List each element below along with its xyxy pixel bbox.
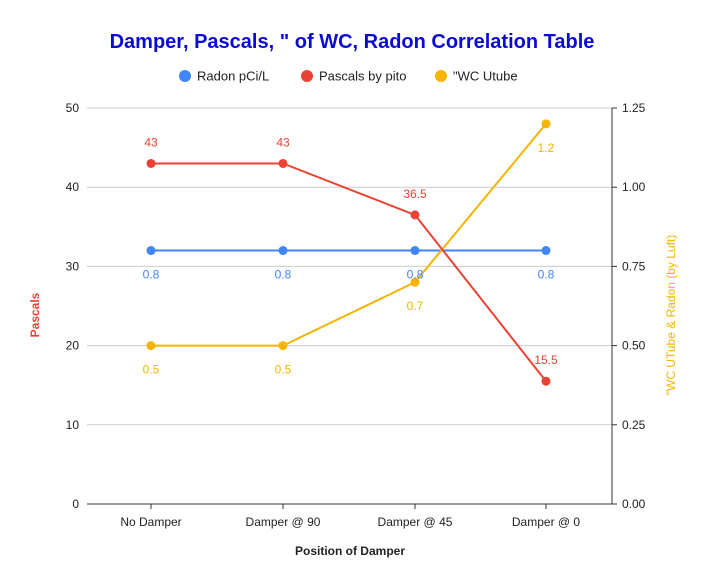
y-right-tick-label: 0.75 (622, 259, 646, 273)
data-point (410, 210, 420, 220)
x-tick-label: Damper @ 45 (378, 515, 453, 529)
legend-item: Radon pCi/L (179, 69, 269, 84)
axes: 0 0.00 10 0.25 20 0.50 30 0.75 40 1.00 50 1.25 No Da… (66, 101, 646, 529)
legend-label: Pascals by pito (319, 69, 406, 84)
x-tick-label: Damper @ 0 (512, 515, 581, 529)
y-right-tick-label: 0.25 (622, 418, 646, 432)
legend-marker (179, 70, 191, 82)
data-label: 0.7 (407, 299, 424, 313)
data-point (278, 341, 288, 351)
legend-item: "WC Utube (435, 69, 518, 84)
y-right-tick-label: 0.00 (622, 497, 646, 511)
x-tick-label: No Damper (120, 515, 181, 529)
data-label: 0.8 (407, 268, 424, 282)
data-point (146, 246, 156, 256)
data-label: 0.8 (275, 268, 292, 282)
y-left-tick-label: 40 (66, 180, 80, 194)
series-layer (146, 119, 551, 386)
y-axis-right-title: "WC UTube & Radon (by Luft) (664, 235, 678, 396)
y-left-tick-label: 50 (66, 101, 80, 115)
legend-item: Pascals by pito (301, 69, 406, 84)
data-point (278, 158, 288, 168)
y-left-tick-label: 10 (66, 418, 80, 432)
y-right-tick-label: 1.00 (622, 180, 646, 194)
data-label: 0.5 (275, 363, 292, 377)
legend-marker (435, 70, 447, 82)
chart-title: Damper, Pascals, " of WC, Radon Correlat… (110, 31, 595, 53)
data-point (410, 246, 420, 256)
legend-label: Radon pCi/L (197, 69, 269, 84)
data-label: 36.5 (403, 187, 427, 201)
data-label: 0.8 (143, 268, 160, 282)
legend-marker (301, 70, 313, 82)
data-label: 15.5 (534, 353, 558, 367)
data-labels: 0.8 0.8 0.8 0.8 0.5 0.5 0.7 1.2 43 43 36.5 15.5 (143, 135, 558, 376)
data-point (278, 246, 288, 256)
data-point (541, 376, 551, 386)
data-label: 0.8 (538, 268, 555, 282)
legend: Radon pCi/L Pascals by pito "WC Utube (179, 69, 518, 84)
x-tick-label: Damper @ 90 (246, 515, 321, 529)
y-right-tick-label: 0.50 (622, 339, 646, 353)
legend-label: "WC Utube (453, 69, 518, 84)
y-right-tick-label: 1.25 (622, 101, 646, 115)
y-left-tick-label: 30 (66, 259, 80, 273)
data-label: 43 (144, 135, 158, 149)
y-left-tick-label: 20 (66, 339, 80, 353)
y-left-tick-label: 0 (72, 497, 79, 511)
data-point (541, 119, 551, 129)
series-line (151, 123, 547, 347)
data-label: 1.2 (538, 141, 555, 155)
series-line (151, 162, 547, 382)
data-point (410, 277, 420, 287)
data-label: 43 (276, 135, 290, 149)
data-point (541, 246, 551, 256)
data-label: 0.5 (143, 363, 160, 377)
y-axis-left-title: Pascals (28, 292, 42, 337)
data-point (146, 341, 156, 351)
x-axis-title: Position of Damper (295, 544, 405, 558)
data-point (146, 158, 156, 168)
